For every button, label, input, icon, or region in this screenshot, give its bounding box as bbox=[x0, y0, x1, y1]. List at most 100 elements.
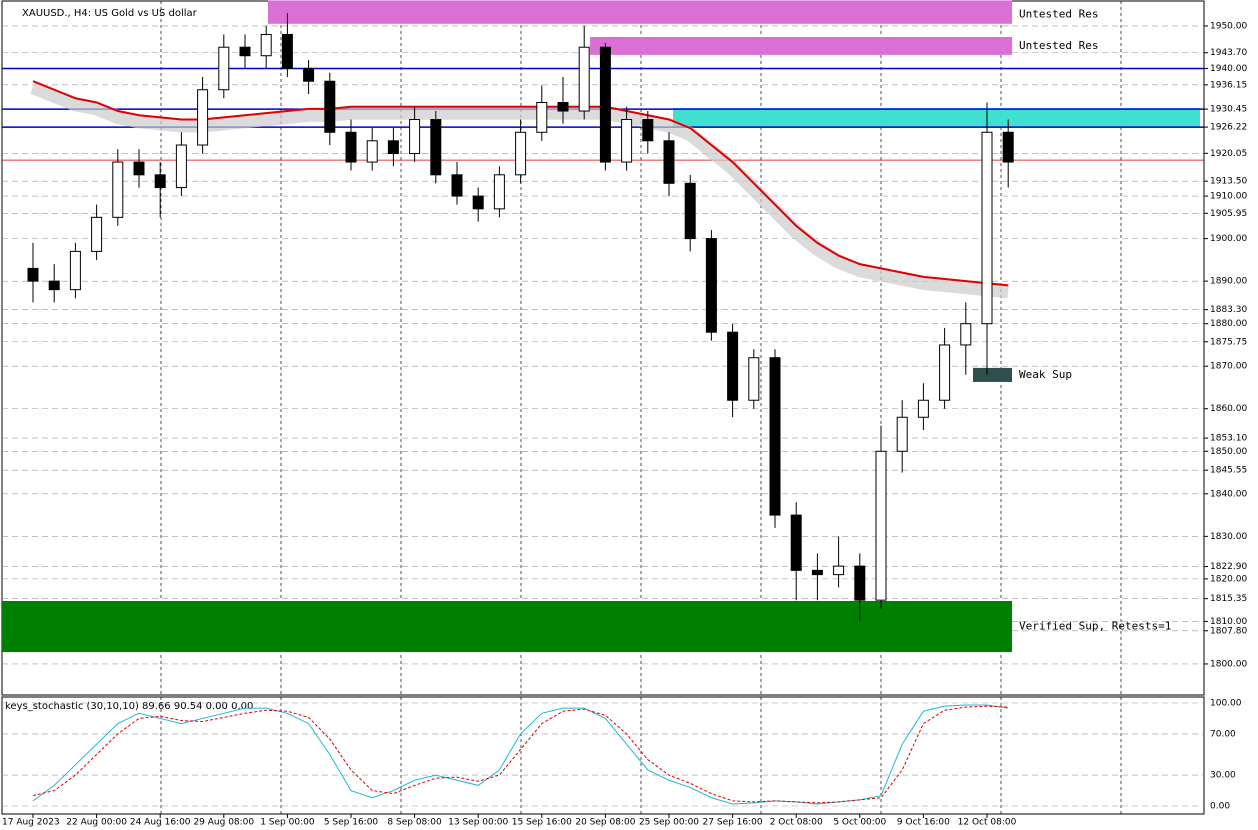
candle-body bbox=[112, 161, 124, 218]
indicator-tick-label: 100.00 bbox=[1210, 699, 1242, 709]
candle-body bbox=[345, 131, 357, 163]
zone bbox=[590, 37, 1012, 55]
x-tick-label: 22 Aug 00:00 bbox=[66, 818, 127, 828]
chart-title: XAUUSD., H4: US Gold vs US dollar bbox=[22, 8, 198, 19]
x-tick-label: 5 Oct 00:00 bbox=[833, 818, 886, 828]
zone bbox=[2, 601, 1012, 653]
candle-body bbox=[769, 357, 781, 516]
candle-body bbox=[684, 182, 696, 240]
candle-body bbox=[727, 331, 739, 401]
stochastic-line bbox=[32, 704, 1009, 805]
zone bbox=[673, 108, 1200, 127]
candle-body bbox=[218, 46, 230, 91]
y-tick-label: 1850.00 bbox=[1210, 447, 1247, 457]
y-tick-label: 1807.80 bbox=[1210, 626, 1247, 636]
indicator-title: keys_stochastic (30,10,10) 89.66 90.54 0… bbox=[5, 701, 253, 712]
candle-body bbox=[875, 450, 887, 601]
x-tick-label: 20 Sep 08:00 bbox=[575, 818, 635, 828]
candle-body bbox=[515, 131, 527, 176]
x-tick-label: 12 Oct 08:00 bbox=[958, 818, 1017, 828]
stochastic-line bbox=[32, 705, 1009, 804]
candle-body bbox=[260, 33, 272, 57]
candle-body bbox=[387, 140, 399, 155]
candle-body bbox=[154, 174, 166, 189]
candle-body bbox=[896, 416, 908, 452]
candle-body bbox=[557, 102, 569, 112]
candle-body bbox=[621, 119, 633, 163]
y-tick-label: 1940.00 bbox=[1210, 64, 1247, 74]
x-tick-label: 9 Oct 16:00 bbox=[897, 818, 950, 828]
zone-label: Untested Res bbox=[1019, 39, 1098, 52]
candle-body bbox=[790, 514, 802, 571]
y-tick-label: 1950.00 bbox=[1210, 21, 1247, 31]
y-tick-label: 1900.00 bbox=[1210, 234, 1247, 244]
y-tick-label: 1875.75 bbox=[1210, 337, 1247, 347]
x-tick-label: 13 Sep 00:00 bbox=[448, 818, 508, 828]
candle-body bbox=[91, 216, 103, 252]
y-tick-label: 1830.00 bbox=[1210, 532, 1247, 542]
y-tick-label: 1926.22 bbox=[1210, 123, 1247, 133]
candle-body bbox=[493, 174, 505, 210]
candle-body bbox=[981, 131, 993, 325]
y-tick-label: 1910.00 bbox=[1210, 192, 1247, 202]
x-tick-label: 5 Sep 16:00 bbox=[324, 818, 379, 828]
candle-body bbox=[451, 174, 463, 197]
y-tick-label: 1840.00 bbox=[1210, 489, 1247, 499]
y-tick-label: 1822.90 bbox=[1210, 562, 1247, 572]
zone-label: Weak Sup bbox=[1019, 368, 1072, 381]
y-tick-label: 1820.00 bbox=[1210, 574, 1247, 584]
candle-body bbox=[536, 102, 548, 133]
x-tick-label: 1 Sep 00:00 bbox=[260, 818, 315, 828]
zone bbox=[973, 367, 1012, 382]
y-tick-label: 1936.15 bbox=[1210, 80, 1247, 90]
candle-body bbox=[27, 267, 39, 282]
candle-body bbox=[197, 89, 209, 146]
y-tick-label: 1870.00 bbox=[1210, 362, 1247, 372]
zone bbox=[268, 0, 1012, 24]
candle-body bbox=[281, 33, 293, 69]
candle-body bbox=[303, 67, 315, 82]
candle-body bbox=[854, 565, 866, 601]
zone-label: Verified Sup, Retests=1 bbox=[1019, 620, 1171, 633]
y-tick-label: 1800.00 bbox=[1210, 659, 1247, 669]
candle-body bbox=[960, 323, 972, 346]
candle-body bbox=[69, 250, 81, 291]
candle-body bbox=[324, 80, 336, 133]
candle-body bbox=[409, 119, 421, 155]
candle-body bbox=[133, 161, 145, 176]
y-tick-label: 1905.95 bbox=[1210, 209, 1247, 219]
zone-label: Untested Res bbox=[1019, 7, 1098, 20]
candle-body bbox=[663, 140, 675, 184]
ma-band bbox=[30, 80, 1009, 299]
candle-body bbox=[366, 140, 378, 163]
y-tick-label: 1880.00 bbox=[1210, 319, 1247, 329]
x-tick-label: 2 Oct 08:00 bbox=[770, 818, 823, 828]
y-tick-label: 1853.10 bbox=[1210, 434, 1247, 444]
y-tick-label: 1943.70 bbox=[1210, 48, 1247, 58]
candle-body bbox=[811, 569, 823, 576]
x-tick-label: 15 Sep 16:00 bbox=[512, 818, 572, 828]
y-tick-label: 1810.00 bbox=[1210, 617, 1247, 627]
x-tick-label: 27 Sep 16:00 bbox=[703, 818, 763, 828]
candle-body bbox=[833, 565, 845, 576]
x-tick-label: 24 Aug 16:00 bbox=[130, 818, 191, 828]
x-tick-label: 8 Sep 08:00 bbox=[387, 818, 442, 828]
y-tick-label: 1890.00 bbox=[1210, 277, 1247, 287]
x-tick-label: 29 Aug 08:00 bbox=[193, 818, 254, 828]
y-tick-label: 1913.50 bbox=[1210, 177, 1247, 187]
y-tick-label: 1930.45 bbox=[1210, 105, 1247, 115]
x-tick-label: 25 Sep 00:00 bbox=[639, 818, 699, 828]
ma-line bbox=[32, 80, 1009, 287]
x-tick-label: 17 Aug 2023 bbox=[2, 818, 60, 828]
y-tick-label: 1845.55 bbox=[1210, 466, 1247, 476]
candle-body bbox=[748, 357, 760, 401]
indicator-tick-label: 30.00 bbox=[1210, 771, 1236, 781]
candle-body bbox=[939, 344, 951, 401]
indicator-panel bbox=[1, 696, 1205, 815]
indicator-tick-label: 70.00 bbox=[1210, 729, 1236, 739]
candle-body bbox=[239, 46, 251, 57]
candle-body bbox=[705, 238, 717, 333]
candle-body bbox=[430, 119, 442, 176]
y-tick-label: 1815.35 bbox=[1210, 594, 1247, 604]
